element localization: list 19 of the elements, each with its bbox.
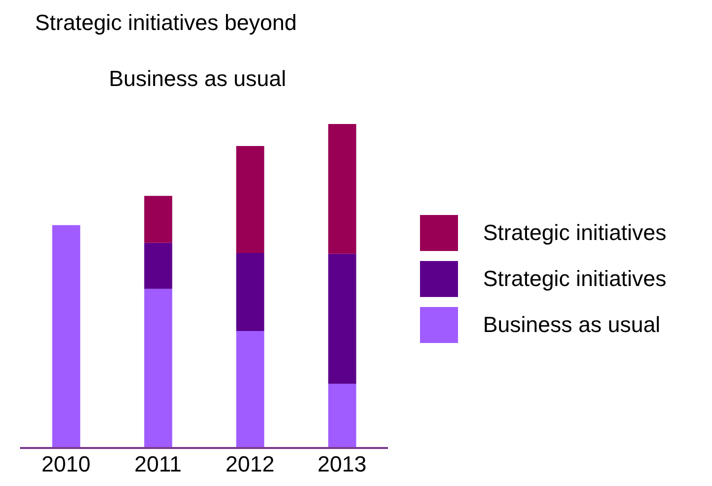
chart-title: Strategic initiatives beyond: [35, 10, 297, 36]
bar: [144, 242, 172, 289]
bar: [236, 146, 264, 253]
bar: [144, 196, 172, 243]
chart-subtitle: Business as usual: [108, 66, 288, 92]
x-tick-label: 2010: [42, 452, 90, 477]
x-tick-label: 2012: [226, 452, 274, 477]
legend-label: Strategic initiatives: [483, 220, 666, 246]
legend-label: Strategic initiatives: [483, 266, 666, 292]
x-tick-label: 2011: [134, 452, 182, 477]
bar: [236, 252, 264, 332]
legend-label: Business as usual: [483, 312, 660, 338]
x-tick-label: 2013: [318, 452, 366, 477]
bar: [236, 331, 264, 448]
bar: [328, 124, 356, 254]
bar: [328, 254, 356, 384]
bar: [144, 288, 172, 448]
bar: [52, 225, 80, 448]
bar: [328, 384, 356, 448]
